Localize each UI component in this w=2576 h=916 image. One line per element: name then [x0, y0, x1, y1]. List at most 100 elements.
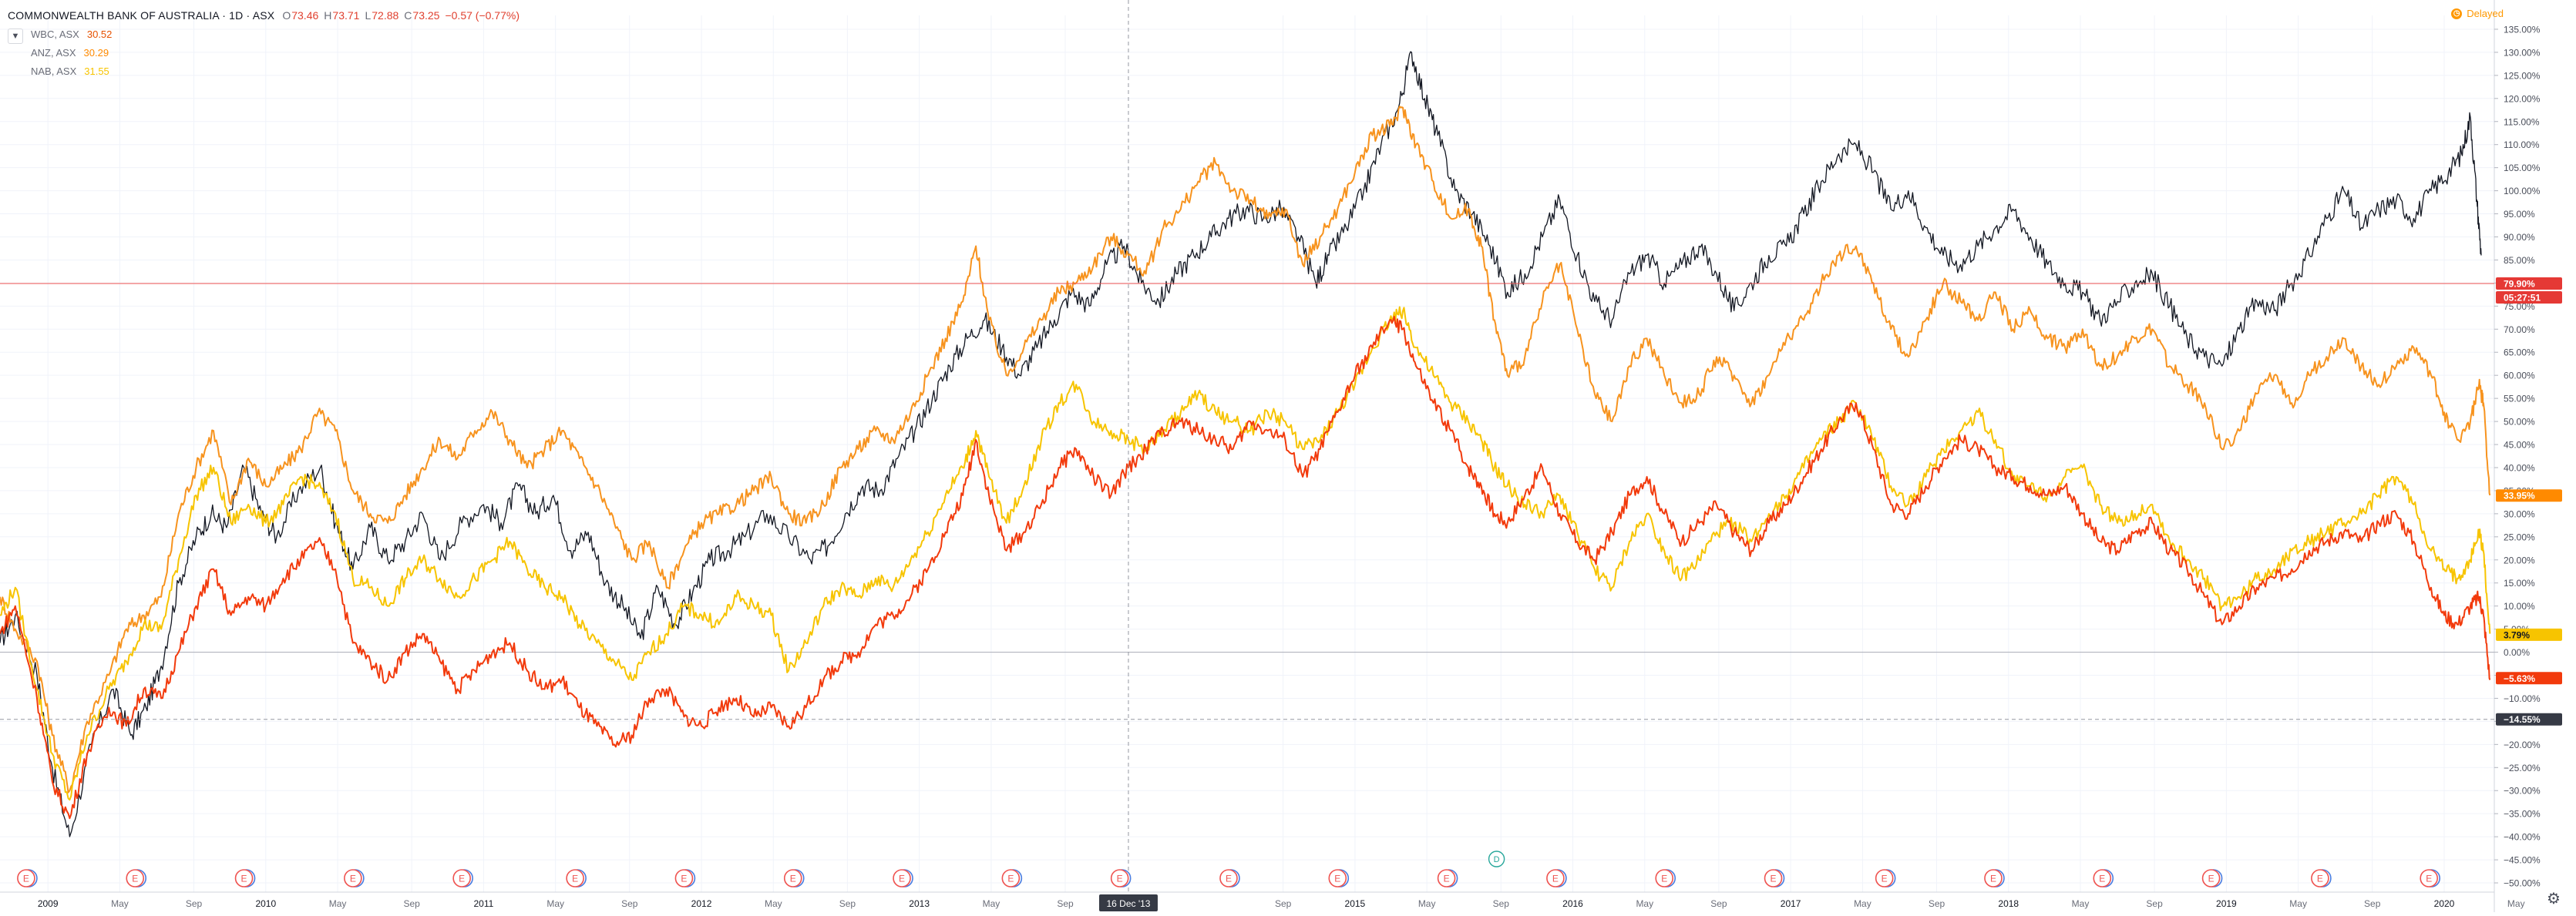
dividend-marker-label: D	[1494, 855, 1500, 864]
price-axis-label: 110.00%	[2504, 139, 2540, 150]
earnings-marker-circle	[2311, 869, 2329, 887]
earnings-marker[interactable]: E	[452, 869, 473, 887]
earnings-marker-label: E	[350, 874, 356, 884]
time-axis-label: Sep	[1929, 898, 1945, 909]
earnings-marker-label: E	[1771, 874, 1777, 884]
compare-symbol: ANZ, ASX	[31, 46, 76, 59]
last-value-label-anz-bg	[2496, 489, 2562, 502]
compare-value: 30.29	[83, 46, 109, 59]
earnings-marker-label: E	[1226, 874, 1232, 884]
earnings-marker[interactable]: E	[893, 869, 913, 887]
earnings-marker[interactable]: E	[126, 869, 147, 887]
time-axis-label: May	[546, 898, 564, 909]
crosshair	[0, 0, 2494, 892]
earnings-marker[interactable]: E	[1110, 869, 1132, 887]
time-axis-label: Sep	[186, 898, 203, 909]
earnings-marker[interactable]: E	[1875, 869, 1896, 887]
earnings-marker-circle	[2420, 869, 2439, 887]
open-key: O	[282, 9, 291, 22]
earnings-marker[interactable]: E	[1984, 869, 2005, 887]
time-axis-label: Sep	[1275, 898, 1292, 909]
high-key: H	[324, 9, 332, 22]
series-lines	[0, 51, 2491, 837]
time-axis-label: Sep	[839, 898, 856, 909]
earnings-marker[interactable]: E	[674, 869, 696, 887]
grid	[0, 0, 2517, 912]
gear-icon[interactable]: ⚙	[2547, 891, 2561, 908]
earnings-marker-label: E	[790, 874, 796, 884]
legend-compare-nab[interactable]: NAB, ASX 31.55	[8, 62, 520, 80]
earnings-marker[interactable]: E	[1219, 869, 1240, 887]
earnings-marker-circle	[2201, 869, 2221, 887]
time-axis[interactable]: 2009 May Sep 2010 May Sep 2011 May Sep 2012 May Sep…	[38, 898, 2525, 909]
earnings-marker-circle	[893, 869, 911, 887]
earnings-marker[interactable]: E	[17, 869, 38, 887]
price-axis-background	[2495, 0, 2576, 912]
price-axis-label: 10.00%	[2504, 601, 2535, 612]
earnings-marker-label: E	[1117, 874, 1123, 884]
earnings-marker-label: E	[1882, 874, 1888, 884]
low-number: 72.88	[372, 9, 399, 22]
earnings-marker-circle	[17, 869, 35, 887]
earnings-marker-circle	[1001, 869, 1021, 887]
crosshair-price-label: −14.55%	[2496, 713, 2562, 726]
price-axis-label: 25.00%	[2504, 532, 2535, 542]
earnings-marker[interactable]: E	[783, 869, 805, 887]
earnings-marker-circle	[1875, 869, 1894, 887]
symbol-title[interactable]: COMMONWEALTH BANK OF AUSTRALIA · 1D · AS…	[8, 9, 275, 22]
legend-compare-wbc[interactable]: WBC, ASX 30.52	[8, 25, 520, 43]
time-axis-label: May	[1418, 898, 1436, 909]
price-labels: 79.90% 05:27:51 33.95% 3.79% −5.63% −14.55% 16…	[1098, 277, 2562, 911]
earnings-marker-label: E	[23, 874, 29, 884]
compare-value: 30.52	[86, 28, 113, 40]
earnings-marker[interactable]: E	[2420, 869, 2441, 887]
time-axis-label: May	[2072, 898, 2090, 909]
earnings-marker[interactable]: E	[1437, 869, 1458, 887]
earnings-marker-circle	[234, 869, 254, 887]
earnings-marker-circle	[566, 869, 584, 887]
earnings-marker-circle	[1984, 869, 2003, 887]
legend-main-row[interactable]: COMMONWEALTH BANK OF AUSTRALIA · 1D · AS…	[8, 6, 520, 25]
compare-symbol: NAB, ASX	[31, 65, 77, 77]
earnings-marker-circle	[1546, 869, 1565, 887]
earnings-marker-label: E	[2426, 874, 2432, 884]
earnings-marker[interactable]: E	[566, 869, 587, 887]
price-axis[interactable]: 135.00% 130.00% 125.00% 120.00% 115.00% 110.0…	[2494, 0, 2576, 912]
earnings-marker-circle	[674, 869, 694, 887]
earnings-marker[interactable]: E	[1546, 869, 1567, 887]
earnings-marker[interactable]: E	[344, 869, 365, 887]
price-axis-label: 115.00%	[2504, 116, 2540, 127]
time-axis-label: May	[765, 898, 782, 909]
crosshair-date-text: 16 Dec '13	[1106, 898, 1150, 909]
delayed-status[interactable]: ◷ Delayed	[2451, 8, 2504, 19]
price-axis-label: 135.00%	[2504, 24, 2541, 35]
delayed-label: Delayed	[2467, 8, 2504, 19]
high-number: 73.71	[332, 9, 360, 22]
price-axis-label: 40.00%	[2504, 462, 2535, 473]
crosshair-price-label-bg	[2496, 713, 2562, 726]
chevron-down-icon[interactable]: ▼	[8, 29, 23, 44]
price-axis-label: 50.00%	[2504, 417, 2535, 428]
earnings-marker[interactable]: E	[1655, 869, 1676, 887]
earnings-marker[interactable]: E	[2093, 869, 2114, 887]
earnings-marker[interactable]: E	[1001, 869, 1023, 887]
price-axis-label: 95.00%	[2504, 209, 2535, 220]
earnings-marker[interactable]: E	[2311, 869, 2332, 887]
earnings-marker-circle	[452, 869, 471, 887]
last-value-label-wbc: −5.63%	[2496, 672, 2562, 685]
earnings-marker[interactable]: E	[2201, 869, 2223, 887]
series-line-cba	[0, 51, 2482, 837]
events-row[interactable]: E E E E E E E E E E E E E E E E E E E E E E E D	[17, 851, 2441, 887]
price-axis-label: 45.00%	[2504, 440, 2535, 451]
earnings-marker[interactable]: E	[1764, 869, 1785, 887]
dividend-marker[interactable]: D	[1488, 851, 1505, 867]
legend-compare-anz[interactable]: ANZ, ASX 30.29	[8, 43, 520, 62]
earnings-marker[interactable]: E	[1328, 869, 1350, 887]
earnings-marker[interactable]: E	[234, 869, 256, 887]
time-axis-label: Sep	[403, 898, 420, 909]
earnings-marker-label: E	[572, 874, 578, 884]
price-axis-label: 65.00%	[2504, 347, 2535, 358]
compare-symbol: WBC, ASX	[31, 28, 79, 40]
